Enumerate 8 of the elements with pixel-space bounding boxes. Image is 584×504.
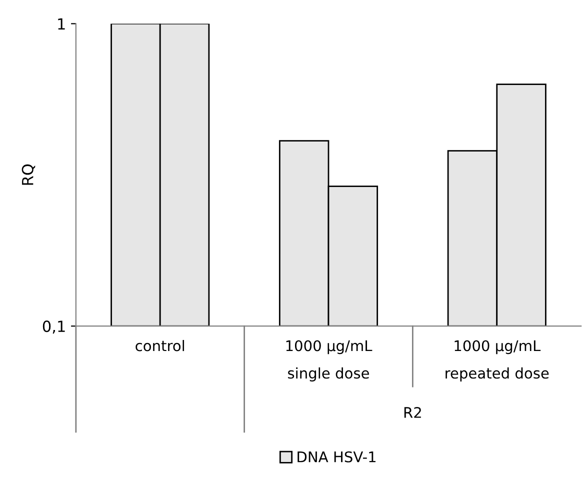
y-axis-title: RQ <box>22 164 36 185</box>
text: R2 <box>404 406 421 418</box>
x-tick-label: control <box>136 340 184 352</box>
y-tick-label: 1 <box>58 18 65 30</box>
x-tick-label: 1000 µg/mL repeated dose <box>446 340 549 382</box>
y-tick-label: 0,1 <box>42 320 65 334</box>
x-tick-label: 1000 µg/mL single dose <box>286 340 372 382</box>
legend-label: DNA HSV-1 <box>298 451 376 462</box>
